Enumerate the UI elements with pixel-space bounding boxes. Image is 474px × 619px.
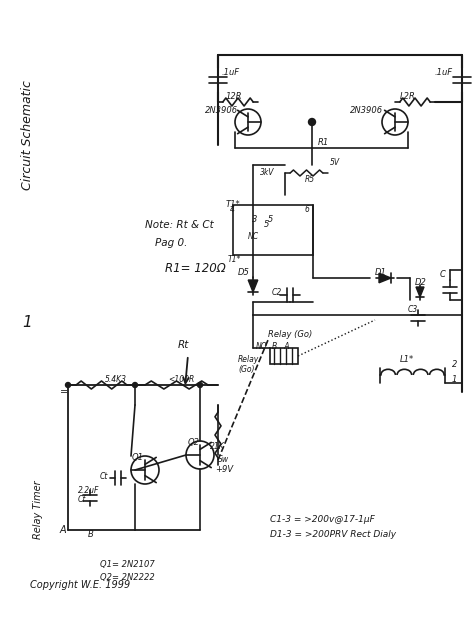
Text: D1-3 = >200PRV Rect Dialy: D1-3 = >200PRV Rect Dialy (270, 530, 396, 539)
Text: 2.2uF: 2.2uF (78, 486, 100, 495)
Circle shape (65, 383, 71, 387)
Text: R1= 120Ω: R1= 120Ω (165, 262, 226, 275)
Text: Sw: Sw (218, 455, 229, 464)
Text: 12R: 12R (226, 92, 243, 101)
Text: .1uF: .1uF (222, 68, 240, 77)
Text: Relay
(Go): Relay (Go) (238, 355, 259, 374)
Text: C3: C3 (408, 305, 418, 314)
Text: 2: 2 (452, 360, 457, 369)
Text: Rt: Rt (178, 340, 190, 350)
Text: 21K: 21K (210, 442, 225, 451)
Text: T1*: T1* (226, 200, 241, 209)
Polygon shape (416, 287, 424, 297)
Polygon shape (248, 280, 258, 292)
Text: 4: 4 (230, 205, 235, 214)
Text: .1uF: .1uF (435, 68, 453, 77)
Text: NC: NC (248, 232, 259, 241)
Text: 2N3906: 2N3906 (350, 106, 383, 115)
Text: T1*: T1* (228, 255, 241, 264)
Text: 1: 1 (22, 315, 32, 330)
Text: <100R: <100R (168, 375, 194, 384)
Text: C2: C2 (272, 288, 282, 297)
Text: B: B (88, 530, 94, 539)
Text: Ct: Ct (100, 472, 109, 481)
Text: Circuit Schematic: Circuit Schematic (21, 80, 35, 190)
Text: C1-3 = >200v@17-1μF: C1-3 = >200v@17-1μF (270, 515, 375, 524)
Text: C: C (440, 270, 446, 279)
Circle shape (198, 383, 202, 387)
Text: D2: D2 (415, 278, 427, 287)
Text: NO: NO (256, 342, 268, 351)
Text: L2R: L2R (400, 92, 416, 101)
Text: R5: R5 (305, 175, 315, 184)
Text: 6: 6 (305, 205, 310, 214)
Text: 5V: 5V (330, 158, 340, 167)
Text: D5: D5 (238, 268, 250, 277)
Text: Relay (Go): Relay (Go) (268, 330, 312, 339)
Text: 5: 5 (264, 220, 269, 229)
Text: L1*: L1* (400, 355, 414, 364)
Text: 5.4K3: 5.4K3 (105, 375, 127, 384)
Text: D1: D1 (375, 268, 387, 277)
Circle shape (309, 118, 316, 126)
Text: 3kV: 3kV (260, 168, 274, 177)
Circle shape (133, 383, 137, 387)
Text: R1: R1 (318, 138, 329, 147)
Text: Note: Rt & Ct: Note: Rt & Ct (145, 220, 214, 230)
Bar (233, 205, 313, 255)
Text: 3    5: 3 5 (252, 215, 273, 224)
Bar (270, 348, 298, 364)
Text: Copyright W.E. 1999: Copyright W.E. 1999 (30, 580, 130, 590)
Text: A: A (60, 525, 67, 535)
Polygon shape (379, 273, 391, 283)
Text: 1: 1 (452, 375, 457, 384)
Text: 2N3906: 2N3906 (205, 106, 238, 115)
Text: Q1= 2N2107: Q1= 2N2107 (100, 560, 155, 569)
Text: +9V: +9V (215, 465, 233, 474)
Text: Q1: Q1 (132, 453, 144, 462)
Text: Q2= 2N2222: Q2= 2N2222 (100, 573, 155, 582)
Text: =: = (60, 387, 68, 397)
Text: B   A: B A (272, 342, 290, 351)
Text: Pag 0.: Pag 0. (155, 238, 187, 248)
Text: Cf: Cf (78, 495, 86, 504)
Text: Q2: Q2 (188, 438, 200, 447)
Text: Relay Timer: Relay Timer (33, 480, 43, 539)
